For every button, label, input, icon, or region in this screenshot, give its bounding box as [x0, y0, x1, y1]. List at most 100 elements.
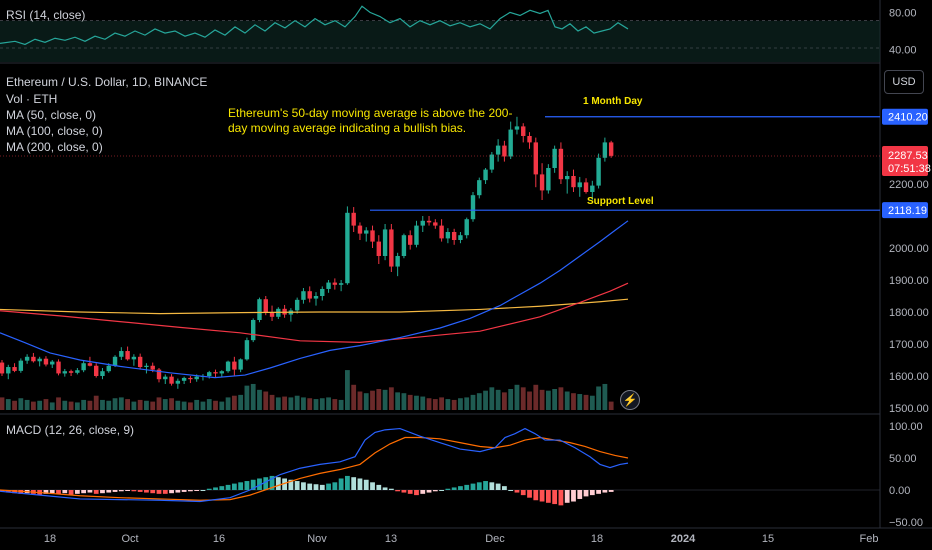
macd-line	[0, 427, 629, 503]
candle	[213, 372, 218, 374]
macd-histogram-bar	[150, 490, 156, 494]
candle	[546, 168, 551, 191]
volume-bar	[169, 398, 174, 410]
macd-histogram-bar	[269, 475, 275, 490]
volume-bar	[382, 389, 388, 410]
last-price-tag: 2287.53	[888, 150, 928, 162]
macd-histogram-bar	[307, 483, 313, 490]
macd-histogram-bar	[257, 478, 262, 490]
price-tick-label: 1600.00	[889, 371, 929, 383]
macd-pane	[0, 427, 880, 506]
volume-bar	[18, 398, 24, 410]
candle	[100, 371, 105, 376]
last-price-tag-bg	[882, 145, 928, 176]
candle	[533, 142, 538, 175]
volume-bar	[464, 397, 470, 410]
macd-histogram-bar	[577, 490, 583, 499]
lightning-icon[interactable]: ⚡	[620, 390, 640, 410]
macd-histogram-bar	[458, 486, 463, 490]
volume-bar	[407, 394, 413, 410]
candle	[0, 362, 5, 374]
volume-bar	[388, 387, 394, 410]
candle	[514, 126, 520, 130]
candle	[596, 157, 601, 186]
macd-histogram-bar	[112, 490, 118, 492]
volume-bar	[181, 401, 187, 410]
currency-button[interactable]: USD	[884, 70, 924, 94]
price-axis[interactable]: 40.00 80.00 1500.00 1600.00 1700.00 1800.00 19…	[882, 7, 931, 529]
candle	[43, 358, 49, 365]
volume-bar	[558, 387, 564, 410]
candle	[590, 185, 595, 192]
volume-bar	[307, 398, 313, 410]
candle	[169, 376, 174, 384]
volume-bar	[552, 389, 558, 410]
candle	[194, 376, 199, 380]
volume-bar	[49, 402, 55, 410]
support-level-label: Support Level	[587, 196, 654, 207]
volume-bar	[175, 400, 181, 410]
candle	[408, 235, 413, 245]
candle	[75, 370, 80, 373]
macd-histogram-bar	[395, 490, 401, 492]
time-axis[interactable]: 18 Oct 16 Nov 13 Dec 18 2024 15 Feb	[0, 527, 932, 545]
volume-bar	[56, 397, 61, 410]
candle	[232, 361, 237, 370]
candle	[326, 282, 331, 289]
volume-bar	[106, 400, 112, 410]
macd-histogram-bar	[188, 490, 193, 492]
volume-bar	[326, 397, 331, 410]
candle	[364, 230, 369, 234]
price-tick-label: 2200.00	[889, 179, 929, 191]
macd-histogram-bar	[363, 479, 369, 490]
candle	[112, 356, 118, 366]
candle	[6, 367, 11, 374]
volume-bar	[420, 396, 426, 410]
price-pane[interactable]	[0, 116, 880, 410]
support-price-tag-bg	[882, 202, 928, 219]
countdown-tag: 07:51:38	[888, 163, 931, 175]
candle	[414, 225, 419, 245]
price-tick-label: 1800.00	[889, 307, 929, 319]
macd-legend: MACD (12, 26, close, 9)	[6, 423, 135, 437]
volume-bar	[545, 390, 551, 410]
price-tick-label: 2000.00	[889, 243, 929, 255]
volume-bar	[200, 401, 206, 410]
volume-bar	[319, 398, 325, 410]
volume-bar	[370, 390, 375, 410]
macd-histogram-bar	[118, 490, 124, 492]
candle	[571, 176, 576, 188]
candle	[257, 299, 262, 320]
macd-histogram-bar	[56, 490, 61, 494]
volume-bar	[345, 370, 350, 410]
volume-bar	[571, 393, 576, 410]
macd-histogram-bar	[583, 490, 589, 497]
macd-histogram-bar	[288, 479, 294, 490]
volume-bar	[275, 397, 281, 410]
time-tick-label: 2024	[671, 533, 696, 545]
volume-bar	[238, 394, 244, 410]
candle	[345, 212, 350, 284]
volume-bar	[282, 396, 287, 410]
volume-legend: Vol · ETH	[6, 92, 58, 106]
candle	[251, 320, 256, 341]
ma200-legend: MA (200, close, 0)	[6, 140, 103, 154]
macd-histogram-bar	[445, 488, 451, 490]
candle	[144, 365, 149, 368]
time-tick-label: Oct	[121, 533, 138, 545]
volume-bar	[495, 389, 501, 410]
volume-bar	[502, 392, 507, 410]
volume-bar	[483, 390, 488, 410]
macd-histogram-bar	[156, 490, 162, 494]
macd-histogram-bar	[144, 490, 149, 493]
macd-histogram-bar	[175, 490, 181, 493]
candle	[420, 220, 425, 226]
candle	[244, 340, 250, 360]
candle	[439, 225, 444, 239]
time-tick-label: 16	[213, 533, 225, 545]
candle	[106, 365, 111, 372]
time-tick-label: Nov	[307, 533, 327, 545]
candle	[269, 312, 275, 317]
macd-histogram-bar	[250, 479, 256, 490]
